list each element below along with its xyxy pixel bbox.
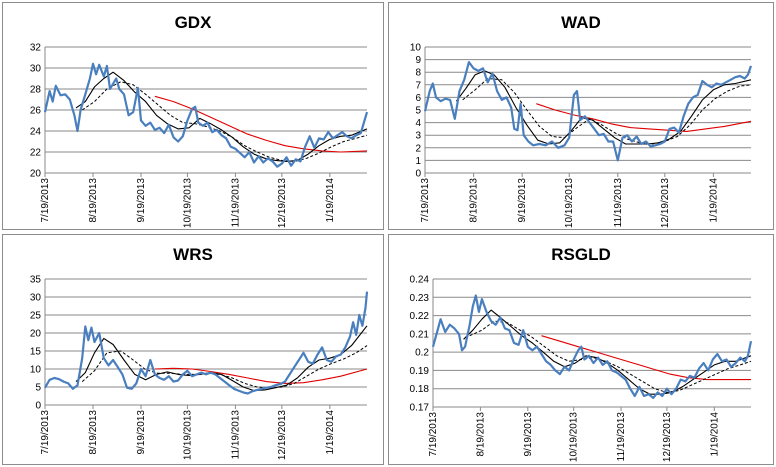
x-tick-label: 8/19/2013 bbox=[475, 412, 486, 457]
x-tick-label: 12/19/2013 bbox=[277, 410, 288, 460]
chart-plot-wad: 0 1 23 45 6 78 910 7/19/2013 8/19/2013 9/19/2013 1… bbox=[410, 43, 753, 228]
chart-title: GDX bbox=[174, 13, 212, 32]
y-tick-label: 0 bbox=[35, 401, 41, 412]
y-tick-label: 15 bbox=[30, 347, 42, 358]
x-tick-label: 10/19/2013 bbox=[569, 412, 580, 462]
y-tick-label: 0.2 bbox=[415, 348, 429, 359]
x-tick-label: 10/19/2013 bbox=[564, 178, 575, 228]
y-tick-label: 25 bbox=[30, 311, 42, 322]
chart-panel-wrs: WRS 0 5 10 15 20 25 30 35 7/19/2013 8/19/2013 9/19… bbox=[2, 234, 384, 465]
y-tick-label: 0.17 bbox=[410, 403, 430, 414]
x-tick-label: 11/19/2013 bbox=[616, 412, 627, 462]
x-tick-label: 9/19/2013 bbox=[136, 410, 147, 455]
y-tick-label: 5 bbox=[415, 106, 421, 117]
chart-panel-rsgld: RSGLD 0.17 0.18 0.19 0.2 0.21 0.22 0.23 0.24 7/1… bbox=[388, 234, 774, 465]
series-line-2 bbox=[469, 320, 752, 393]
y-tick-label: 9 bbox=[415, 55, 421, 66]
y-tick-label: 1 bbox=[415, 156, 421, 167]
series-line-2 bbox=[81, 81, 368, 162]
y-tick-label: 30 bbox=[30, 64, 42, 75]
x-tick-label: 1/19/2014 bbox=[709, 412, 720, 457]
chart-panel-gdx: GDX 20 22 24 26 28 30 32 7/19/2013 8/19/2013 9/19… bbox=[2, 2, 384, 230]
x-tick-label: 9/19/2013 bbox=[517, 178, 528, 223]
chart-title: RSGLD bbox=[551, 245, 611, 264]
x-tick-label: 1/19/2014 bbox=[708, 178, 719, 223]
x-tick-label: 10/19/2013 bbox=[182, 410, 193, 460]
series-line-1 bbox=[75, 71, 368, 162]
x-tick-label: 1/19/2014 bbox=[325, 178, 336, 223]
series-line-0 bbox=[44, 291, 369, 395]
series-line-3 bbox=[541, 335, 751, 381]
y-tick-label: 26 bbox=[30, 106, 42, 117]
x-tick-label: 8/19/2013 bbox=[88, 178, 99, 223]
y-tick-label: 0.19 bbox=[410, 366, 430, 377]
y-tick-label: 5 bbox=[35, 383, 41, 394]
y-tick-label: 0.24 bbox=[410, 275, 430, 286]
series-line-1 bbox=[463, 309, 752, 395]
series-line-0 bbox=[43, 62, 369, 168]
x-tick-label: 9/19/2013 bbox=[523, 412, 534, 457]
x-tick-label: 11/19/2013 bbox=[230, 178, 241, 228]
x-tick-label: 7/19/2013 bbox=[420, 178, 431, 223]
x-tick-label: 8/19/2013 bbox=[469, 178, 480, 223]
x-tick-label: 8/19/2013 bbox=[88, 410, 99, 455]
x-tick-label: 12/19/2013 bbox=[662, 412, 673, 462]
x-tick-label: 10/19/2013 bbox=[182, 178, 193, 228]
x-tick-label: 11/19/2013 bbox=[230, 410, 241, 460]
chart-panel-wad: WAD 0 1 2 3 4 5 6 7 8 9 10 7/19/2013 8/19/2013 9/19/2… bbox=[388, 2, 774, 230]
series-line-3 bbox=[154, 95, 368, 153]
x-tick-label: 7/19/2013 bbox=[40, 178, 51, 223]
x-tick-label: 11/19/2013 bbox=[613, 178, 624, 228]
y-tick-label: 0.23 bbox=[410, 293, 430, 304]
x-tick-label: 12/19/2013 bbox=[277, 178, 288, 228]
chart-plot-gdx: 20 22 24 26 28 30 32 7/19/2013 8/19/2013 9/19/201… bbox=[30, 43, 369, 228]
x-tick-label: 1/19/2014 bbox=[325, 410, 336, 455]
y-tick-label: 2 bbox=[415, 143, 421, 154]
chart-plot-wrs: 0 5 10 15 20 25 30 35 7/19/2013 8/19/2013 9/19/201… bbox=[30, 275, 369, 460]
y-tick-label: 32 bbox=[30, 43, 42, 54]
x-tick-label: 12/19/2013 bbox=[660, 178, 671, 228]
x-tick-label: 7/19/2013 bbox=[428, 412, 439, 457]
y-tick-label: 0.18 bbox=[410, 384, 430, 395]
y-tick-label: 24 bbox=[30, 127, 42, 138]
series-line-2 bbox=[81, 345, 368, 389]
y-tick-label: 6 bbox=[415, 93, 421, 104]
series-line-3 bbox=[536, 103, 752, 132]
series-line-2 bbox=[462, 78, 752, 145]
y-tick-label: 10 bbox=[30, 365, 42, 376]
series-line-1 bbox=[75, 325, 368, 392]
y-tick-label: 28 bbox=[30, 85, 42, 96]
y-tick-label: 0.21 bbox=[410, 329, 430, 340]
y-tick-label: 3 bbox=[415, 131, 421, 142]
series-line-0 bbox=[431, 294, 753, 399]
y-tick-label: 4 bbox=[415, 118, 421, 129]
series-line-0 bbox=[423, 61, 753, 162]
x-tick-label: 9/19/2013 bbox=[136, 178, 147, 223]
y-tick-label: 30 bbox=[30, 293, 42, 304]
y-tick-label: 22 bbox=[30, 148, 42, 159]
chart-title: WRS bbox=[173, 245, 213, 264]
y-tick-label: 0 bbox=[415, 169, 421, 180]
series-line-3 bbox=[154, 367, 368, 384]
x-tick-label: 7/19/2013 bbox=[40, 410, 51, 455]
y-tick-label: 0.22 bbox=[410, 311, 430, 322]
y-tick-label: 20 bbox=[30, 329, 42, 340]
y-tick-label: 35 bbox=[30, 275, 42, 286]
y-tick-label: 20 bbox=[30, 169, 42, 180]
y-tick-label: 7 bbox=[415, 80, 421, 91]
chart-plot-rsgld: 0.17 0.18 0.19 0.2 0.21 0.22 0.23 0.24 7/19/2013… bbox=[410, 275, 753, 462]
series-line-1 bbox=[455, 70, 752, 145]
y-tick-label: 10 bbox=[410, 43, 422, 54]
y-tick-label: 8 bbox=[415, 68, 421, 79]
chart-title: WAD bbox=[561, 13, 601, 32]
